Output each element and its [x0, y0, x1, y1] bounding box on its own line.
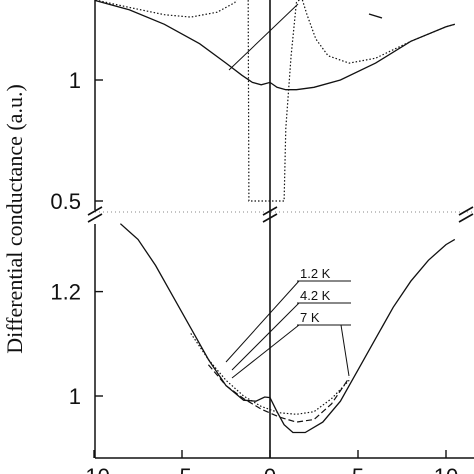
legend-leader	[340, 324, 350, 377]
bottom-series-7-K	[190, 333, 350, 415]
axis-break-mark	[262, 206, 278, 223]
annotation-leader	[228, 3, 299, 71]
legend-leader	[231, 302, 300, 371]
annotation-tick	[368, 13, 383, 19]
y-tick-label-bottom: 1	[69, 384, 81, 409]
axis-break-mark	[458, 206, 474, 223]
y-tick-label-bottom: 1.2	[50, 280, 81, 305]
legend-label: 1.2 K	[300, 266, 331, 281]
x-tick-label: 5	[352, 464, 364, 474]
bottom-series-1.2-K	[119, 223, 456, 434]
y-tick-label-top: 1	[69, 68, 81, 93]
legend-leader	[231, 324, 300, 379]
legend-label: 7 K	[300, 310, 320, 325]
x-tick-label: 10	[434, 464, 458, 474]
y-tick-label-top: 0.5	[50, 189, 81, 214]
top-series-solid	[95, 0, 455, 91]
x-tick-label: 0	[264, 464, 276, 474]
axis-break-mark	[87, 206, 103, 223]
x-tick-label: -10	[78, 464, 110, 474]
top-series-dotted	[95, 0, 455, 202]
legend-leader	[225, 280, 300, 363]
legend-label: 4.2 K	[300, 288, 331, 303]
bottom-series-4.2-K	[207, 364, 350, 423]
x-tick-label: -5	[172, 464, 192, 474]
y-axis-label: Differential conductance (a.u.)	[2, 84, 27, 354]
